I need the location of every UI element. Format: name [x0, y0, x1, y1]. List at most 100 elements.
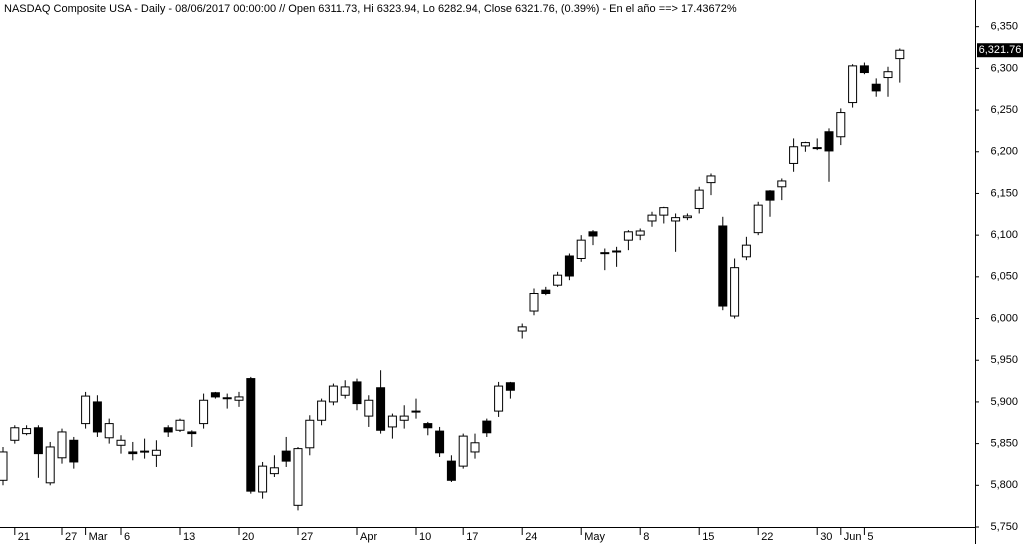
- candle-body: [871, 83, 881, 92]
- candle-body: [694, 189, 704, 209]
- x-tick-label: Apr: [360, 531, 377, 543]
- candle-body: [588, 231, 598, 237]
- candle-body: [494, 385, 504, 412]
- candle-body: [623, 231, 633, 241]
- candle-body: [387, 415, 397, 428]
- x-tick-label: 17: [466, 531, 478, 543]
- x-tick-label: 8: [643, 531, 649, 543]
- candle-body: [69, 439, 79, 463]
- candle-body: [895, 49, 905, 60]
- x-tick-label: 24: [525, 531, 537, 543]
- candle-body: [824, 131, 834, 152]
- candle-body: [328, 385, 338, 403]
- candle-body: [281, 450, 291, 462]
- candle-body: [659, 207, 669, 216]
- candle-body: [246, 378, 256, 492]
- x-tick-label: May: [584, 531, 605, 543]
- candle-body: [706, 175, 716, 184]
- x-tick-label: 27: [301, 531, 313, 543]
- candle-body: [293, 448, 303, 506]
- y-tick-label: 5,750: [990, 521, 1018, 533]
- candle-body: [81, 395, 91, 425]
- candle-body: [222, 397, 232, 400]
- candle-body: [352, 381, 362, 405]
- candle-body: [33, 427, 43, 455]
- candle-body: [175, 419, 185, 431]
- candle-body: [269, 467, 279, 475]
- y-tick-label: 6,050: [990, 271, 1018, 283]
- candle-body: [10, 427, 20, 441]
- candle-body: [730, 267, 740, 317]
- x-tick-label: Jun: [844, 531, 862, 543]
- candle-body: [812, 147, 822, 150]
- y-tick-label: 6,350: [990, 21, 1018, 33]
- candle-body: [210, 392, 220, 398]
- candle-body: [541, 289, 551, 295]
- candle-body: [399, 415, 409, 421]
- y-tick-label: 6,300: [990, 62, 1018, 74]
- last-price-box: [977, 43, 1023, 58]
- candle-body: [340, 386, 350, 396]
- candle-body: [364, 399, 374, 417]
- candle-body: [140, 450, 150, 453]
- candle-body: [305, 419, 315, 449]
- x-tick-label: 6: [124, 531, 130, 543]
- candle-body: [529, 293, 539, 312]
- candle-body: [682, 215, 692, 219]
- candle-body: [128, 451, 138, 455]
- candle-body: [741, 244, 751, 258]
- candle-body: [753, 204, 763, 234]
- candle-body: [435, 430, 445, 454]
- candle-body: [635, 230, 645, 236]
- x-tick-label: 22: [761, 531, 773, 543]
- candle-body: [199, 399, 209, 425]
- last-price-label: 6,321.76: [979, 44, 1022, 56]
- candle-body: [600, 252, 610, 255]
- y-tick-label: 6,000: [990, 312, 1018, 324]
- x-tick-label: 20: [242, 531, 254, 543]
- candle-body: [553, 274, 563, 286]
- candle-body: [612, 250, 622, 253]
- candle-body: [151, 449, 161, 456]
- x-tick-label: 15: [702, 531, 714, 543]
- candle-body: [57, 431, 67, 459]
- candle-body: [423, 423, 433, 429]
- x-tick-label: Mar: [89, 531, 108, 543]
- y-tick-label: 6,150: [990, 187, 1018, 199]
- candle-body: [647, 214, 657, 222]
- candle-body: [163, 427, 173, 433]
- candle-body: [505, 382, 515, 391]
- candle-body: [187, 431, 197, 435]
- candle-body: [671, 217, 681, 222]
- y-tick-label: 5,950: [990, 354, 1018, 366]
- y-tick-label: 6,200: [990, 146, 1018, 158]
- candle-body: [848, 65, 858, 104]
- candle-body: [376, 387, 386, 431]
- y-tick-label: 5,900: [990, 396, 1018, 408]
- candle-body: [883, 71, 893, 79]
- candle-body: [564, 255, 574, 277]
- candle-body: [22, 428, 32, 435]
- x-tick-label: 10: [419, 531, 431, 543]
- x-tick-label: 5: [867, 531, 873, 543]
- candle-body: [765, 190, 775, 201]
- y-tick-label: 5,800: [990, 479, 1018, 491]
- candle-body: [317, 400, 327, 421]
- x-tick-label: 21: [18, 531, 30, 543]
- candle-body: [470, 442, 480, 453]
- candle-body: [446, 460, 456, 481]
- candle-body: [411, 410, 421, 413]
- candle-body: [482, 420, 492, 434]
- candle-body: [92, 401, 102, 433]
- x-tick-label: 27: [65, 531, 77, 543]
- y-tick-label: 6,100: [990, 229, 1018, 241]
- y-tick-label: 6,250: [990, 104, 1018, 116]
- candle-body: [0, 451, 8, 481]
- candle-body: [116, 439, 126, 446]
- candle-body: [859, 65, 869, 74]
- candle-body: [777, 180, 787, 188]
- chart-title: NASDAQ Composite USA - Daily - 08/06/201…: [4, 3, 737, 15]
